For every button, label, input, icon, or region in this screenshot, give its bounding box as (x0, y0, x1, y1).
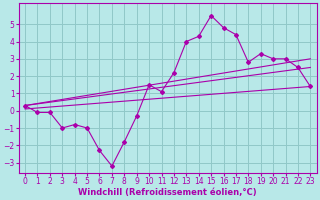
X-axis label: Windchill (Refroidissement éolien,°C): Windchill (Refroidissement éolien,°C) (78, 188, 257, 197)
